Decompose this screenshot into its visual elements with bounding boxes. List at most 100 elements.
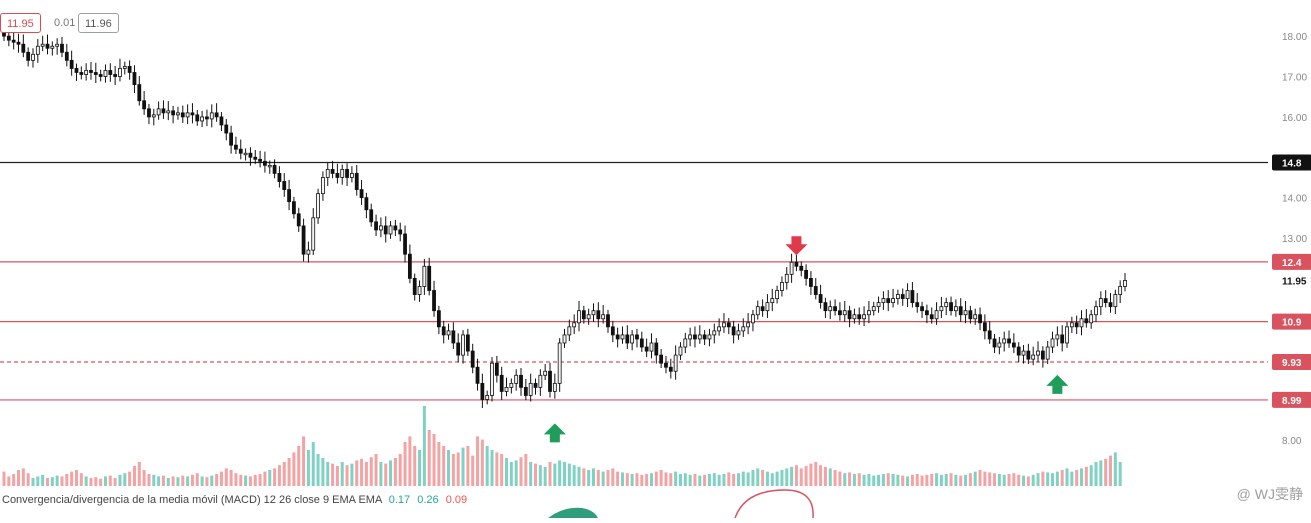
- macd-signal-value: 0.26: [417, 494, 439, 506]
- candle-body: [601, 314, 606, 320]
- y-tick-label: 14.00: [1282, 194, 1307, 205]
- candle-body: [345, 168, 349, 178]
- candle-body: [760, 306, 765, 312]
- level-lines: [0, 161, 1268, 401]
- candle-body: [446, 330, 451, 336]
- volume-bar: [572, 465, 576, 486]
- candle-body: [113, 74, 118, 77]
- volume-bar: [384, 463, 388, 486]
- candle-body: [234, 144, 238, 150]
- candle-body: [480, 382, 485, 400]
- macd-indicator-label[interactable]: Convergencia/divergencia de la media móv…: [2, 494, 467, 506]
- volume-bar: [326, 462, 330, 486]
- volume-bar: [717, 474, 721, 486]
- candle-body: [161, 108, 166, 114]
- volume-bar: [838, 471, 842, 486]
- candle-body: [137, 84, 142, 102]
- candle-body: [668, 366, 673, 372]
- candle-body: [548, 370, 552, 392]
- volume-bar: [500, 454, 504, 486]
- candle-body: [60, 43, 64, 53]
- candle-body: [620, 334, 625, 340]
- candle-body: [1089, 314, 1094, 324]
- candle-body: [891, 298, 895, 304]
- volume-bar: [746, 472, 750, 486]
- candle-body: [572, 322, 577, 328]
- volume-bar: [205, 477, 209, 486]
- candle-body: [142, 100, 147, 110]
- candle-body: [1113, 294, 1118, 308]
- candle-body: [122, 66, 127, 69]
- candle-body: [490, 362, 494, 396]
- volume-bar: [89, 478, 93, 486]
- candle-body: [639, 338, 644, 348]
- macd-hump: [548, 507, 598, 518]
- candle-body: [436, 310, 441, 328]
- volume-bar: [790, 466, 794, 486]
- volume-bar: [364, 462, 368, 486]
- arrow-down-icon: [785, 236, 808, 256]
- candle-body: [243, 152, 248, 156]
- candle-body: [475, 366, 480, 384]
- volume-bar: [273, 468, 277, 486]
- candle-body: [1065, 326, 1069, 344]
- candle-body: [84, 70, 89, 75]
- volume-bar: [176, 477, 180, 486]
- candle-body: [195, 114, 200, 122]
- volume-bar: [374, 454, 378, 486]
- volume-bar: [12, 474, 16, 486]
- candle-body: [147, 108, 151, 118]
- volume-bar: [1007, 474, 1011, 486]
- volume-bar: [427, 430, 431, 486]
- candle-body: [528, 382, 533, 396]
- candle-body: [74, 68, 79, 73]
- volume-bar: [529, 462, 533, 486]
- volume-bar: [113, 478, 117, 486]
- candle-body: [422, 265, 427, 287]
- candle-body: [6, 35, 11, 41]
- candle-body: [258, 158, 262, 162]
- volume-bar: [654, 471, 658, 486]
- candle-body: [26, 51, 31, 61]
- candle-body: [79, 72, 84, 75]
- candle-body: [644, 346, 649, 352]
- candle-body: [282, 181, 287, 190]
- volume-bar: [360, 458, 364, 486]
- candle-body: [973, 314, 978, 320]
- candle-body: [50, 45, 55, 49]
- candle-body: [900, 294, 905, 299]
- candle-body: [1079, 318, 1084, 328]
- volume-bar: [935, 473, 939, 486]
- candle-body: [156, 108, 161, 116]
- volume-bar: [553, 463, 557, 486]
- signal-arrows: [543, 236, 1069, 443]
- volume-bar: [915, 474, 919, 486]
- candle-body: [649, 342, 654, 352]
- volume-bar: [258, 474, 262, 486]
- volume-bar: [823, 466, 827, 486]
- candle-body: [693, 334, 697, 340]
- y-tick-label: 13.00: [1282, 234, 1307, 245]
- volume-bar: [1046, 472, 1050, 486]
- volume-bar: [959, 475, 963, 486]
- candle-body: [838, 310, 842, 316]
- volume-bar: [727, 472, 731, 486]
- candle-body: [591, 310, 596, 316]
- volume-bar: [993, 473, 997, 486]
- volume-bar: [181, 475, 185, 486]
- volume-bar: [930, 474, 934, 486]
- volume-bar: [886, 473, 890, 486]
- candle-body: [388, 225, 393, 235]
- volume-bar: [591, 468, 595, 486]
- sell-price-box[interactable]: 11.95: [0, 13, 41, 33]
- volume-bar: [968, 473, 972, 486]
- volume-bar: [195, 473, 199, 486]
- volume-bar: [1099, 460, 1103, 486]
- buy-price-box[interactable]: 11.96: [78, 13, 119, 33]
- volume-bar: [896, 474, 900, 486]
- candle-body: [267, 164, 272, 168]
- volume-bar: [988, 472, 992, 486]
- volume-bar: [640, 474, 644, 486]
- candle-body: [103, 70, 108, 77]
